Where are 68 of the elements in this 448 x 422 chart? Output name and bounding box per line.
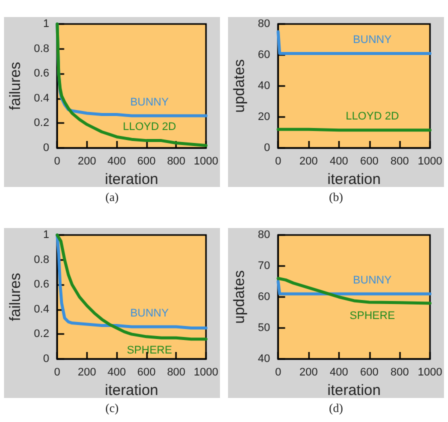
x-tick-label: 0 [54, 156, 60, 168]
x-tick-label: 0 [275, 366, 282, 378]
text: (b) [329, 190, 343, 204]
x-axis-title: iteration [327, 170, 381, 188]
series-label: BUNNY [353, 274, 392, 286]
x-tick-label: 400 [330, 366, 348, 378]
x-tick-label: 1000 [418, 366, 442, 378]
y-tick-label: 70 [258, 260, 270, 272]
text: (a) [105, 190, 119, 204]
series-label: BUNNY [130, 307, 170, 320]
series-label: SPHERE [350, 310, 395, 322]
y-tick-label: 0.2 [34, 328, 50, 340]
y-tick-label: 80 [258, 18, 270, 30]
line-series [56, 22, 208, 148]
y-tick-label: 20 [258, 111, 270, 123]
x-axis-title: iteration [104, 170, 158, 188]
text: (d) [329, 401, 343, 415]
series-label: SPHERE [126, 344, 172, 356]
y-axis-title: failures [7, 272, 24, 322]
x-tick-label: 600 [137, 156, 156, 168]
x-tick-label: 1000 [194, 366, 218, 378]
y-tick-label: 40 [258, 353, 270, 365]
x-tick-label: 400 [108, 156, 126, 168]
y-tick-label: 0 [43, 142, 50, 154]
y-tick-label: 0.8 [34, 42, 50, 55]
y-tick-label: 0.8 [34, 254, 50, 266]
x-tick-label: 1000 [194, 156, 218, 168]
y-tick-label: 80 [258, 229, 270, 241]
y-tick-label: 60 [258, 291, 270, 303]
x-tick-label: 0 [54, 366, 60, 378]
y-tick-label: 0 [264, 142, 270, 154]
y-axis-title: updates [231, 59, 248, 113]
y-tick-label: 1 [43, 229, 50, 241]
series-label: BUNNY [130, 96, 170, 108]
x-tick-label: 200 [78, 366, 96, 378]
x-axis-title: iteration [104, 382, 158, 399]
y-tick-label: 1 [43, 18, 50, 30]
y-tick-label: 0.4 [34, 92, 50, 104]
x-tick-label: 600 [360, 156, 378, 168]
x-tick-label: 400 [330, 156, 348, 168]
x-tick-label: 1000 [418, 156, 442, 168]
text: (c) [105, 401, 119, 415]
x-tick-label: 800 [167, 366, 186, 378]
y-tick-label: 0 [43, 353, 50, 365]
y-tick-label: 0.4 [34, 303, 50, 316]
x-tick-label: 0 [275, 156, 282, 168]
x-tick-label: 200 [78, 156, 96, 168]
series-label: LLOYD 2D [122, 121, 176, 134]
x-tick-label: 800 [390, 366, 409, 378]
y-tick-label: 0.6 [34, 278, 50, 291]
x-tick-label: 200 [299, 366, 318, 378]
series-label: BUNNY [353, 34, 392, 46]
x-tick-label: 600 [360, 366, 378, 378]
y-axis-title: failures [7, 62, 24, 110]
y-tick-label: 0.2 [34, 117, 50, 130]
x-tick-label: 800 [390, 156, 409, 168]
x-tick-label: 600 [137, 366, 156, 378]
y-tick-label: 50 [258, 322, 270, 334]
y-axis-title: updates [231, 270, 248, 324]
x-tick-label: 200 [299, 156, 318, 168]
x-tick-label: 800 [167, 156, 186, 168]
series-label: LLOYD 2D [346, 110, 399, 123]
y-tick-label: 0.6 [34, 68, 50, 80]
x-axis-title: iteration [327, 382, 381, 399]
x-tick-label: 400 [108, 366, 126, 378]
y-tick-label: 40 [258, 80, 270, 92]
y-tick-label: 60 [258, 49, 270, 61]
line-series [276, 276, 432, 305]
